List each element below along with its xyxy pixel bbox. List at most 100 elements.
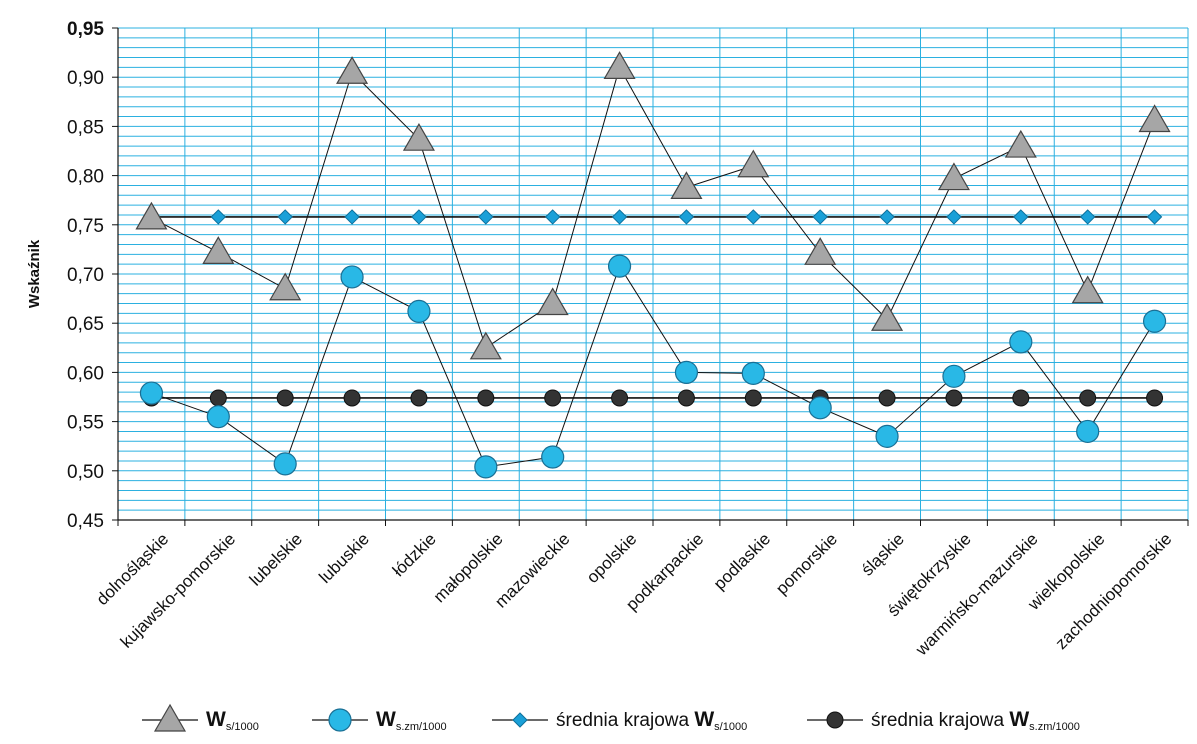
data-point-dot <box>1146 389 1164 407</box>
legend-label-subscript: s.zm/1000 <box>1029 720 1080 733</box>
x-tick-label: pomorskie <box>772 529 841 598</box>
legend: Ws/1000 Ws.zm/1000 średnia krajowa Ws/1000… <box>0 702 1197 738</box>
series-line <box>151 66 1156 349</box>
x-tick-label: podlaskie <box>710 529 774 593</box>
data-point-triangle <box>603 51 636 79</box>
data-point-triangle <box>1138 104 1171 133</box>
data-point-diamond <box>745 209 762 225</box>
y-axis-label: Wskaźnik <box>26 239 43 308</box>
legend-label-main: W <box>694 707 715 731</box>
legend-item: średnia krajowa Ws/1000 <box>490 702 747 738</box>
legend-item: Ws/1000 <box>140 702 259 738</box>
data-point-circle <box>741 361 765 385</box>
y-tick-label: 0,65 <box>67 314 104 335</box>
y-tick-label: 0,55 <box>67 413 104 434</box>
data-point-diamond <box>1013 209 1029 225</box>
data-point-circle <box>607 254 632 278</box>
data-point-diamond <box>812 209 828 225</box>
grid <box>118 27 1189 521</box>
y-tick-labels: 0,45 0,50 0,55 0,60 0,65 0,70 0,75 0,80 0,85 0,90… <box>67 19 104 532</box>
data-point-diamond <box>478 209 494 225</box>
data-point-triangle <box>135 201 168 230</box>
data-point-diamond <box>344 209 360 225</box>
data-point-dot <box>477 389 495 407</box>
data-point-dot <box>343 389 361 407</box>
legend-swatch <box>807 711 863 729</box>
y-tick-label: 0,90 <box>67 68 104 89</box>
y-tick-label: 0,50 <box>67 462 104 483</box>
y-tick-label: 0,80 <box>67 167 104 188</box>
x-tick-label: śląskie <box>858 529 908 579</box>
data-point-circle <box>1009 330 1033 354</box>
data-point-dot <box>1012 389 1030 407</box>
x-tick-label: lubelskie <box>246 529 306 589</box>
legend-label: Ws.zm/1000 <box>376 708 447 733</box>
y-tick-label: 0,85 <box>67 117 104 138</box>
data-point-diamond <box>879 209 895 225</box>
data-point-triangle <box>871 303 904 331</box>
data-point-diamond <box>1079 209 1096 225</box>
series-diamond <box>143 209 1163 225</box>
data-point-triangle <box>469 331 502 360</box>
data-point-diamond <box>411 209 427 225</box>
legend-label-subscript: s.zm/1000 <box>395 720 447 733</box>
data-point-dot <box>677 389 695 407</box>
data-point-diamond <box>611 209 628 225</box>
legend-marker-diamond <box>512 712 528 728</box>
legend-label-main: W <box>1009 707 1030 731</box>
data-point-triangle <box>202 236 235 264</box>
legend-label-subscript: s/1000 <box>225 720 259 733</box>
legend-swatch <box>492 712 548 728</box>
data-point-dot <box>878 389 896 407</box>
y-tick-label: 0,60 <box>67 363 104 384</box>
legend-label: Ws/1000 <box>206 708 259 733</box>
data-point-diamond <box>1146 209 1163 225</box>
data-point-dot <box>209 389 227 407</box>
x-tick-label: zachodniopomorskie <box>1052 529 1176 653</box>
data-point-diamond <box>678 209 695 225</box>
x-tick-label: lubuskie <box>315 529 373 587</box>
data-point-diamond <box>946 209 962 225</box>
data-point-diamond <box>544 209 561 225</box>
data-point-dot <box>744 389 762 407</box>
axes <box>112 27 1189 526</box>
data-point-circle <box>808 396 832 420</box>
y-tick-label: 0,70 <box>67 265 104 286</box>
x-tick-label: warmińsko-mazurskie <box>911 529 1041 659</box>
line-chart: 0,45 0,50 0,55 0,60 0,65 0,70 0,75 0,80 0,85 0,90… <box>26 19 1189 660</box>
data-point-triangle <box>536 287 569 316</box>
data-point-diamond <box>210 209 227 225</box>
data-point-circle <box>1076 419 1100 444</box>
data-point-dot <box>945 389 963 407</box>
data-point-circle <box>1142 309 1167 333</box>
data-point-triangle <box>737 149 770 178</box>
series-line <box>151 264 1155 468</box>
data-point-circle <box>674 360 699 384</box>
legend-marker-dot <box>826 711 844 729</box>
series-circle <box>139 254 1167 479</box>
legend-label: średnia krajowa Ws.zm/1000 <box>871 708 1080 733</box>
series-triangle <box>135 51 1171 360</box>
data-point-circle <box>273 452 297 476</box>
data-point-circle <box>340 265 364 289</box>
y-tick-label: 0,95 <box>67 19 104 40</box>
data-point-circle <box>139 381 164 405</box>
y-tick-label: 0,45 <box>67 511 104 532</box>
data-point-circle <box>206 405 230 429</box>
data-point-triangle <box>804 237 837 265</box>
data-point-circle <box>875 424 899 448</box>
legend-label-main: W <box>206 707 226 731</box>
data-point-dot <box>544 389 562 407</box>
x-tick-label: kujawsko-pomorskie <box>117 529 239 651</box>
legend-swatch <box>142 703 198 732</box>
data-point-diamond <box>277 209 293 225</box>
legend-label: średnia krajowa Ws/1000 <box>556 708 747 733</box>
data-point-triangle <box>402 122 435 151</box>
legend-item: Ws.zm/1000 <box>310 702 447 738</box>
legend-label-prefix: średnia krajowa <box>556 709 695 731</box>
legend-marker-triangle <box>153 703 187 732</box>
legend-marker-circle <box>328 708 352 732</box>
legend-label-prefix: średnia krajowa <box>871 709 1010 731</box>
data-point-circle <box>942 364 966 388</box>
